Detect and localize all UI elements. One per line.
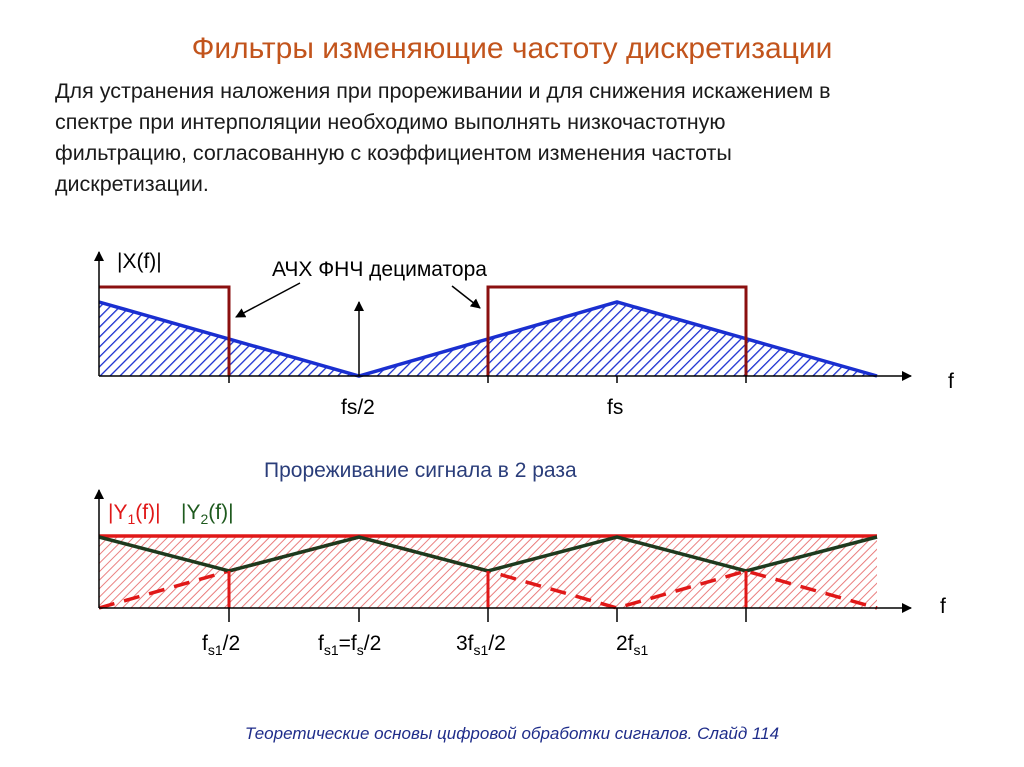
decimator-filter-right — [486, 285, 748, 376]
y2-label: |Y2(f)| — [181, 501, 234, 527]
tick-label-fs1-eq: fs1=fs/2 — [318, 632, 381, 658]
slide-title: Фильтры изменяющие частоту дискретизации — [191, 32, 833, 65]
filter-label: АЧХ ФНЧ дециматора — [272, 258, 487, 281]
bottom-spectrum-plot: |Y1(f)| |Y2(f)| f fs1/2 fs1=fs/2 3fs1/2 … — [94, 489, 946, 658]
top-x-label: f — [948, 370, 954, 393]
y1-label: |Y1(f)| — [108, 501, 161, 527]
paragraph-line: фильтрацию, согласованную с коэффициенто… — [55, 141, 732, 165]
callout-arrow-right — [451, 285, 481, 309]
tick-label-3fs1-half: 3fs1/2 — [456, 632, 506, 658]
paragraph-line: Для устранения наложения при прореживани… — [55, 79, 831, 103]
tick-label-fs1-half: fs1/2 — [202, 632, 240, 658]
paragraph-line: дискретизации. — [55, 172, 209, 196]
bottom-x-label: f — [940, 595, 946, 618]
decimator-filter-left — [99, 285, 231, 376]
paragraph-line: спектре при интерполяции необходимо выпо… — [55, 110, 726, 134]
tick-label-fs: fs — [607, 396, 623, 419]
slide-footer: Теоретические основы цифровой обработки … — [244, 724, 780, 743]
top-y-label: |X(f)| — [117, 250, 162, 273]
description-paragraph: Для устранения наложения при прореживани… — [55, 76, 995, 200]
tick-label-2fs1: 2fs1 — [616, 632, 649, 658]
tick-label-fs-half: fs/2 — [341, 396, 375, 419]
top-spectrum-plot: |X(f)| АЧХ ФНЧ дециматора f fs/2 fs — [94, 250, 954, 419]
callout-arrow-left — [235, 282, 301, 318]
decimation-caption: Прореживание сигнала в 2 раза — [264, 459, 577, 482]
